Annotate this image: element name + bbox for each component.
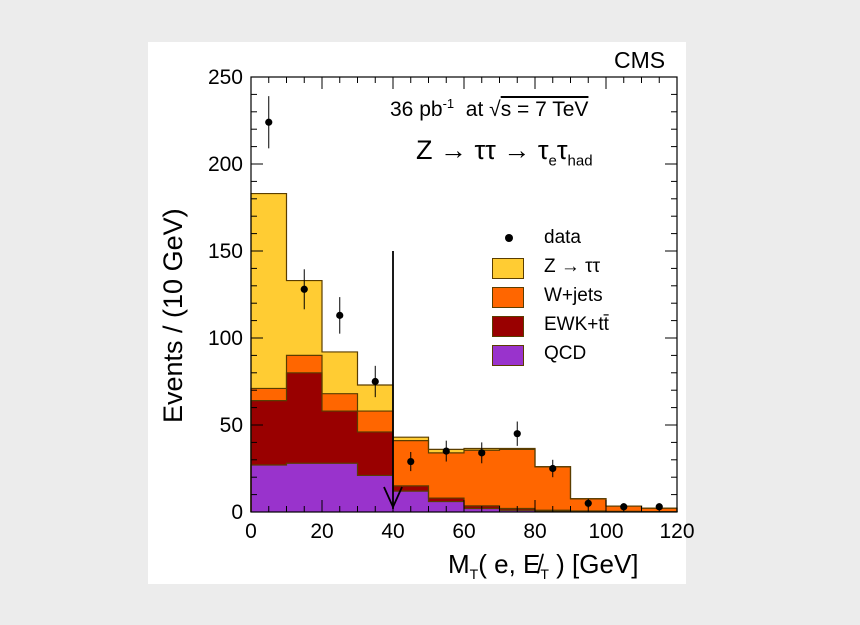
x-tick-label: 40 (381, 520, 404, 543)
bar-ewk-tt-2 (322, 411, 358, 464)
bar-qcd-4 (393, 491, 429, 512)
legend-swatch (492, 316, 524, 337)
y-tick-label: 100 (208, 327, 243, 350)
legend-swatch (492, 287, 524, 308)
data-point-5 (442, 447, 450, 455)
y-tick-label: 0 (231, 501, 243, 524)
data-marker-icon (505, 234, 513, 242)
bar-ewk-tt-5 (428, 498, 464, 502)
bar-ewk-tt-0 (251, 400, 287, 466)
bar-w-jets-3 (357, 411, 393, 432)
luminosity-text: 36 pb-1 at √s = 7 TeV (390, 96, 589, 121)
data-point-2 (336, 311, 344, 319)
data-point-4 (407, 457, 415, 466)
data-point-0 (265, 118, 273, 126)
x-tick-label: 100 (588, 520, 623, 543)
x-axis-label: MT( e, E̸T ) [GeV] (448, 549, 639, 583)
legend-label: EWK+tt̄ (544, 314, 609, 335)
x-tick-label: 80 (523, 520, 546, 543)
experiment-label: CMS (614, 47, 666, 73)
legend-swatch (492, 345, 524, 366)
x-tick-label: 0 (245, 520, 257, 543)
legend-label: Z → ττ (544, 256, 601, 277)
bar-qcd-0 (251, 465, 287, 512)
legend-label: data (544, 227, 581, 248)
y-tick-label: 150 (208, 240, 243, 263)
data-point-6 (478, 449, 486, 457)
x-tick-label: 120 (659, 520, 694, 543)
legend-label: QCD (544, 343, 587, 364)
bar-z-0 (251, 193, 287, 389)
legend-label: W+jets (544, 285, 603, 306)
y-tick-label: 200 (208, 153, 243, 176)
y-tick-label: 250 (208, 66, 243, 89)
data-point-9 (584, 499, 592, 507)
data-point-7 (513, 430, 521, 438)
bar-qcd-1 (286, 463, 322, 512)
bar-w-jets-0 (251, 388, 287, 401)
y-axis-label: Events / (10 GeV) (158, 208, 188, 423)
bar-z-2 (322, 351, 358, 394)
x-tick-label: 60 (452, 520, 475, 543)
bar-qcd-2 (322, 463, 358, 512)
data-point-1 (300, 285, 308, 293)
process-label: Z → ττ → τeτhad (416, 135, 593, 170)
bar-ewk-tt-3 (357, 431, 393, 476)
stacked-bars (250, 192, 678, 513)
data-point-8 (549, 464, 557, 473)
bar-ewk-tt-1 (286, 372, 322, 464)
bar-w-jets-2 (322, 393, 358, 412)
x-tick-label: 20 (310, 520, 333, 543)
data-point-3 (371, 377, 379, 386)
bar-z-4 (393, 437, 429, 441)
bar-w-jets-1 (286, 355, 322, 373)
bar-ewk-tt-4 (393, 485, 429, 492)
bar-w-jets-7 (499, 449, 535, 509)
axes: 0 20 40 60 80 100 120 0 50 100 150 200 250 (208, 66, 695, 543)
legend-swatch (492, 258, 524, 279)
y-tick-label: 50 (220, 414, 243, 437)
